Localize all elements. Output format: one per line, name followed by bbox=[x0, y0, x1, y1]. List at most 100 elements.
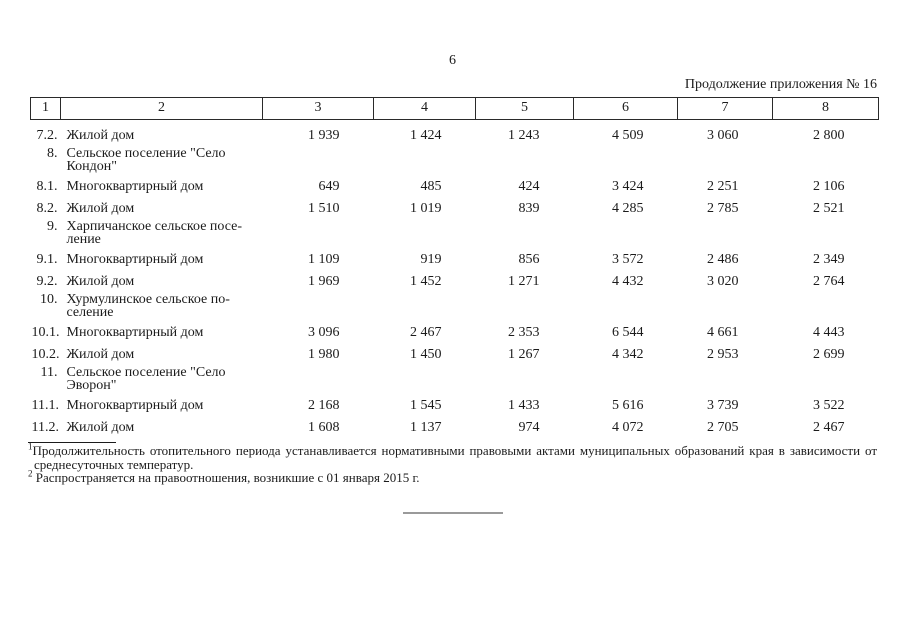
table-header: 1 2 3 4 5 6 7 8 bbox=[30, 97, 879, 120]
value-cell: 4 285 bbox=[612, 201, 644, 216]
value-cell: 1 545 bbox=[410, 398, 442, 413]
row-number: 11. bbox=[40, 365, 58, 380]
value-cell: 4 661 bbox=[707, 325, 739, 340]
row-label: Многоквартирный дом bbox=[66, 179, 204, 194]
row-label: Харпичанское сельское посе- ление bbox=[66, 219, 243, 247]
footnote-text: Распространяется на правоотношения, возн… bbox=[35, 470, 420, 485]
footnote-marker: 2 bbox=[28, 468, 33, 479]
row-number: 11.1. bbox=[31, 398, 59, 413]
row-label: Сельское поселение "Село Эворон" bbox=[66, 365, 226, 393]
footnote-marker: 1 bbox=[28, 441, 33, 452]
value-cell: 974 bbox=[518, 420, 540, 435]
footnotes-block: 1Продолжительность отопительного периода… bbox=[28, 442, 877, 485]
building-row: 7.2. Жилой дом 1 939 1 424 1 243 4 509 3 060 2 … bbox=[31, 120, 879, 148]
value-cell: 3 096 bbox=[308, 325, 340, 340]
value-cell: 919 bbox=[420, 252, 442, 267]
settlement-row: 10. Хурмулинское сельское по- селение bbox=[31, 293, 879, 322]
value-cell: 2 699 bbox=[813, 347, 845, 362]
value-cell bbox=[773, 147, 879, 176]
value-cell: 1 980 bbox=[308, 347, 340, 362]
row-number: 11.2. bbox=[31, 420, 59, 435]
row-label: Жилой дом bbox=[66, 347, 135, 362]
building-row: 8.1. Многоквартирный дом 649 485 424 3 424 2 2… bbox=[31, 176, 879, 198]
value-cell: 1 450 bbox=[410, 347, 442, 362]
settlement-row: 9. Харпичанское сельское посе- ление bbox=[31, 220, 879, 249]
value-cell: 1 939 bbox=[308, 128, 340, 143]
value-cell: 3 572 bbox=[612, 252, 644, 267]
value-cell: 3 424 bbox=[612, 179, 644, 194]
value-cell bbox=[374, 366, 476, 395]
value-cell bbox=[574, 366, 678, 395]
value-cell bbox=[773, 220, 879, 249]
value-cell: 4 072 bbox=[612, 420, 644, 435]
value-cell: 4 509 bbox=[612, 128, 644, 143]
value-cell: 1 969 bbox=[308, 274, 340, 289]
row-label: Жилой дом bbox=[66, 420, 135, 435]
value-cell bbox=[678, 293, 773, 322]
row-number: 10.1. bbox=[31, 325, 60, 340]
value-cell: 1 109 bbox=[308, 252, 340, 267]
building-row: 11.1. Многоквартирный дом 2 168 1 545 1 433 5… bbox=[31, 395, 879, 417]
building-row: 9.1. Многоквартирный дом 1 109 919 856 3 572 2… bbox=[31, 249, 879, 271]
row-number: 9.2. bbox=[36, 274, 58, 289]
row-label: Многоквартирный дом bbox=[66, 252, 204, 267]
header-cell: 2 bbox=[60, 97, 263, 120]
value-cell: 3 060 bbox=[707, 128, 739, 143]
header-cell: 8 bbox=[772, 97, 879, 120]
settlement-row: 8. Сельское поселение "Село Кондон" bbox=[31, 147, 879, 176]
value-cell: 1 510 bbox=[308, 201, 340, 216]
header-cell: 3 bbox=[262, 97, 374, 120]
building-row: 11.2. Жилой дом 1 608 1 137 974 4 072 2 705 2 4… bbox=[31, 417, 879, 439]
value-cell: 1 452 bbox=[410, 274, 442, 289]
table-body: 7.2. Жилой дом 1 939 1 424 1 243 4 509 3 060 2 … bbox=[31, 120, 879, 440]
row-label: Жилой дом bbox=[66, 274, 135, 289]
header-cell: 1 bbox=[30, 97, 61, 120]
building-row: 10.1. Многоквартирный дом 3 096 2 467 2 353 6… bbox=[31, 322, 879, 344]
header-cell: 7 bbox=[677, 97, 773, 120]
row-number: 8.1. bbox=[36, 179, 58, 194]
value-cell bbox=[263, 147, 374, 176]
value-cell: 2 251 bbox=[707, 179, 739, 194]
row-label: Многоквартирный дом bbox=[66, 398, 204, 413]
row-label: Жилой дом bbox=[66, 201, 135, 216]
value-cell: 2 953 bbox=[707, 347, 739, 362]
value-cell bbox=[678, 220, 773, 249]
value-cell bbox=[574, 293, 678, 322]
row-number: 10.2. bbox=[31, 347, 60, 362]
header-cell: 6 bbox=[573, 97, 678, 120]
end-divider bbox=[402, 511, 503, 514]
value-cell: 1 433 bbox=[508, 398, 540, 413]
value-cell: 2 800 bbox=[813, 128, 845, 143]
value-cell bbox=[476, 366, 574, 395]
value-cell bbox=[263, 293, 374, 322]
building-row: 10.2. Жилой дом 1 980 1 450 1 267 4 342 2 953 2… bbox=[31, 344, 879, 366]
value-cell: 1 608 bbox=[308, 420, 340, 435]
row-number: 10. bbox=[40, 292, 58, 307]
value-cell: 4 443 bbox=[813, 325, 845, 340]
value-cell: 6 544 bbox=[612, 325, 644, 340]
value-cell: 2 349 bbox=[813, 252, 845, 267]
value-cell bbox=[374, 293, 476, 322]
footnote: 1Продолжительность отопительного периода… bbox=[28, 441, 877, 471]
value-cell: 1 271 bbox=[508, 274, 540, 289]
row-label: Сельское поселение "Село Кондон" bbox=[66, 146, 226, 174]
value-cell: 3 522 bbox=[813, 398, 845, 413]
value-cell: 1 424 bbox=[410, 128, 442, 143]
value-cell: 4 342 bbox=[612, 347, 644, 362]
value-cell bbox=[574, 220, 678, 249]
value-cell: 1 243 bbox=[508, 128, 540, 143]
footnote-separator bbox=[28, 442, 116, 443]
value-cell bbox=[263, 220, 374, 249]
data-table: 1 2 3 4 5 6 7 8 7.2. Жилой дом 1 939 1 424 1… bbox=[30, 97, 879, 439]
value-cell: 649 bbox=[318, 179, 340, 194]
value-cell: 2 486 bbox=[707, 252, 739, 267]
value-cell: 2 168 bbox=[308, 398, 340, 413]
value-cell bbox=[678, 366, 773, 395]
value-cell: 2 353 bbox=[508, 325, 540, 340]
header-cell: 5 bbox=[475, 97, 574, 120]
value-cell: 2 764 bbox=[813, 274, 845, 289]
continuation-label: Продолжение приложения № 16 bbox=[684, 77, 877, 92]
value-cell: 485 bbox=[420, 179, 442, 194]
value-cell bbox=[374, 220, 476, 249]
